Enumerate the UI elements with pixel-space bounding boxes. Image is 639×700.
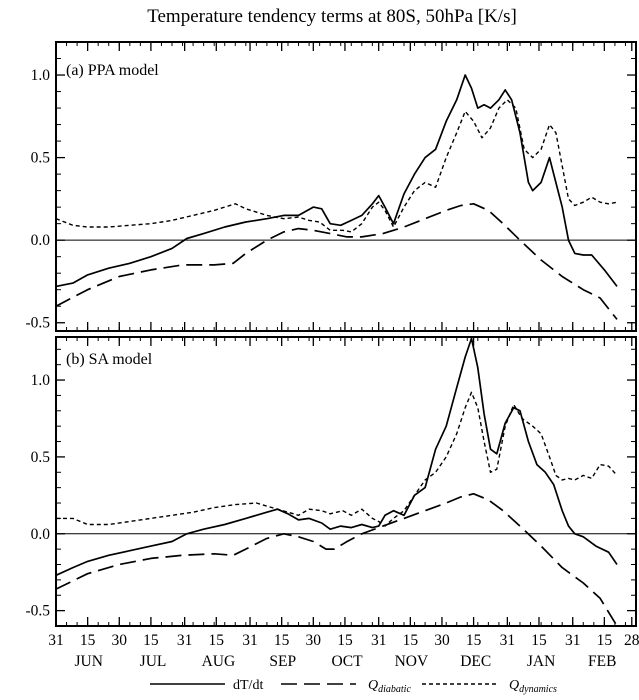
legend-qdyn-main: Q — [509, 678, 519, 693]
legend-qdyn-label: Qdynamics — [509, 678, 557, 695]
panel-b-label: (b) SA model — [66, 351, 153, 368]
y-tick-label: 0.5 — [31, 150, 51, 167]
month-label: JUL — [140, 653, 167, 670]
month-labels: JUN JUL AUG SEP OCT NOV DEC JAN FEB — [74, 653, 616, 670]
x-tick-label: 15 — [597, 632, 613, 649]
x-tick-label: 31 — [177, 632, 193, 649]
y-tick-label: 0.0 — [31, 232, 51, 249]
x-tick-label: 28 — [624, 632, 639, 649]
panel-a: -0.5 0.0 0.5 1.0 (a) PPA model — [25, 41, 637, 332]
panel-b-series — [55, 337, 618, 627]
y-tick-label: 1.0 — [31, 67, 51, 84]
month-label: JAN — [527, 653, 555, 670]
legend-qdiab-main: Q — [368, 678, 378, 693]
x-tick-label: 15 — [80, 632, 96, 649]
panel-a-label: (a) PPA model — [66, 62, 159, 79]
x-tick-label: 31 — [500, 632, 516, 649]
x-tick-label: 31 — [48, 632, 64, 649]
x-tick-label: 15 — [403, 632, 419, 649]
month-label: SEP — [269, 653, 296, 670]
x-tick-label: 15 — [274, 632, 290, 649]
month-label: FEB — [588, 653, 616, 670]
x-tick-label: 31 — [371, 632, 387, 649]
panel-a-frame — [55, 41, 637, 332]
x-axis-labels: 31 15 30 15 31 15 31 15 30 15 31 15 30 15 31 15 31 15 28 — [48, 632, 639, 649]
y-tick-label: 1.0 — [31, 372, 51, 389]
month-label: JUN — [74, 653, 102, 670]
x-tick-label: 30 — [434, 632, 450, 649]
legend: dT/dt Qdiabatic Qdynamics — [150, 678, 557, 695]
month-label: OCT — [332, 653, 364, 670]
series-line-q-dynamics — [55, 99, 618, 233]
series-line-dt-dt — [55, 337, 618, 577]
x-tick-label: 15 — [531, 632, 547, 649]
x-tick-label: 15 — [337, 632, 353, 649]
month-label: DEC — [460, 653, 491, 670]
x-tick-label: 15 — [209, 632, 225, 649]
series-line-q-diabatic — [55, 202, 618, 320]
month-label: AUG — [202, 653, 236, 670]
panel-b-ticks: -0.5 0.0 0.5 1.0 — [25, 337, 636, 627]
legend-qdiab-label: Qdiabatic — [368, 678, 411, 695]
legend-qdyn-sub: dynamics — [519, 684, 557, 695]
y-tick-label: -0.5 — [25, 315, 50, 332]
x-tick-label: 15 — [466, 632, 482, 649]
legend-dtdt-label: dT/dt — [233, 678, 263, 693]
y-tick-label: -0.5 — [25, 603, 50, 620]
panel-a-ticks: -0.5 0.0 0.5 1.0 — [25, 41, 636, 332]
x-tick-label: 30 — [112, 632, 128, 649]
panel-b: -0.5 0.0 0.5 1.0 (b) SA model — [25, 336, 637, 627]
series-line-dt-dt — [55, 74, 618, 288]
panel-b-frame — [55, 336, 637, 627]
legend-qdiab-sub: diabatic — [378, 684, 411, 695]
chart-title: Temperature tendency terms at 80S, 50hPa… — [147, 6, 517, 27]
series-line-q-dynamics — [56, 391, 618, 527]
series-line-q-diabatic — [55, 492, 618, 627]
month-label: NOV — [395, 653, 429, 670]
y-tick-label: 0.0 — [31, 526, 51, 543]
x-tick-label: 31 — [565, 632, 581, 649]
y-tick-label: 0.5 — [31, 449, 51, 466]
x-tick-label: 15 — [143, 632, 159, 649]
x-tick-label: 31 — [242, 632, 258, 649]
x-tick-label: 30 — [306, 632, 322, 649]
panel-a-series — [55, 74, 618, 320]
